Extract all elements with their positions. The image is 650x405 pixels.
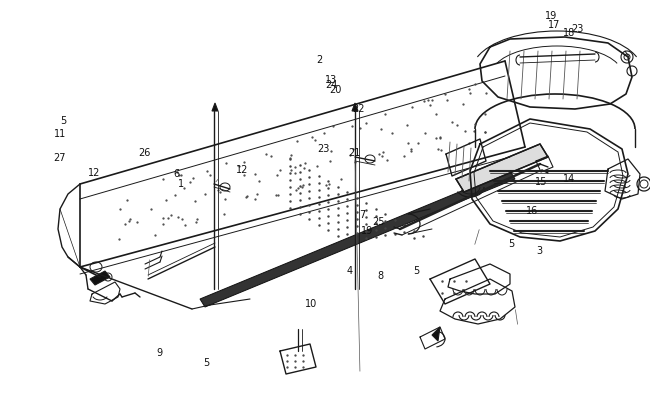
Text: 2: 2 — [317, 55, 323, 65]
Polygon shape — [90, 271, 110, 285]
Text: 5: 5 — [203, 358, 210, 367]
Text: 5: 5 — [508, 239, 514, 249]
Text: 26: 26 — [138, 148, 151, 158]
Text: 21: 21 — [348, 148, 361, 158]
Text: 1: 1 — [177, 178, 184, 188]
Text: 12: 12 — [235, 164, 248, 174]
Polygon shape — [352, 104, 358, 112]
Text: 13: 13 — [326, 75, 337, 85]
Text: 6: 6 — [174, 168, 180, 178]
Polygon shape — [200, 172, 515, 307]
Text: 12: 12 — [88, 167, 101, 177]
Text: 11: 11 — [54, 129, 66, 139]
Text: 17: 17 — [547, 20, 560, 30]
Text: 23: 23 — [571, 24, 584, 34]
Text: 23: 23 — [317, 144, 330, 154]
Text: 9: 9 — [156, 347, 162, 357]
Text: 10: 10 — [305, 298, 317, 308]
Text: 8: 8 — [377, 271, 384, 280]
Text: 15: 15 — [534, 177, 547, 186]
Text: 19: 19 — [361, 225, 373, 235]
Polygon shape — [432, 327, 440, 341]
Text: 19: 19 — [545, 11, 557, 21]
Text: 7: 7 — [359, 210, 366, 220]
Text: 14: 14 — [563, 174, 575, 184]
Text: 22: 22 — [352, 104, 365, 113]
Text: 20: 20 — [329, 85, 342, 95]
Polygon shape — [212, 104, 218, 112]
Polygon shape — [456, 145, 548, 192]
Text: 5: 5 — [60, 116, 67, 126]
Text: 27: 27 — [53, 152, 66, 162]
Text: 5: 5 — [413, 266, 419, 275]
Text: 3: 3 — [536, 245, 543, 255]
Text: 16: 16 — [526, 206, 538, 215]
Text: 24: 24 — [325, 80, 338, 90]
Text: 18: 18 — [563, 28, 575, 38]
Text: 4: 4 — [346, 266, 353, 275]
Text: 25: 25 — [372, 217, 385, 227]
